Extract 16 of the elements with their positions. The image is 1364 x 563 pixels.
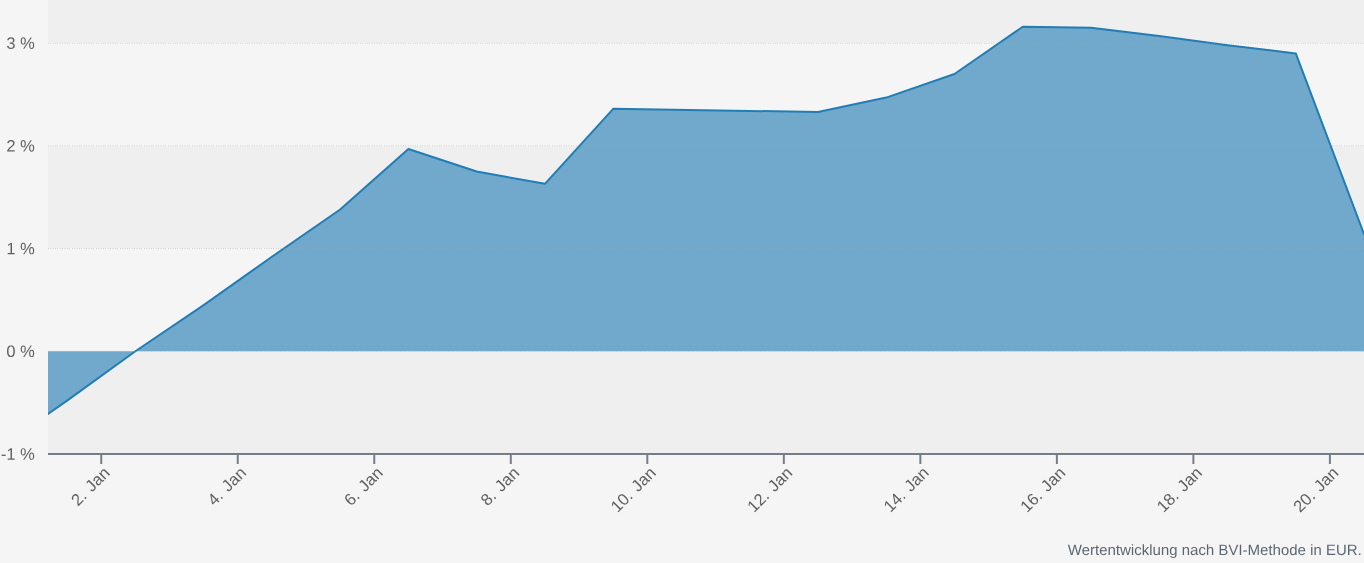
- x-tick-label: 6. Jan: [345, 469, 384, 505]
- y-tick-label: 2 %: [7, 140, 35, 152]
- x-tick-label: 14. Jan: [884, 469, 930, 513]
- x-tick-label: 10. Jan: [611, 469, 657, 513]
- x-tick-label: 4. Jan: [210, 469, 247, 505]
- y-tick-label: 1 %: [7, 242, 35, 255]
- x-tick-label: 18. Jan: [1157, 469, 1203, 513]
- x-tick-label: 12. Jan: [748, 469, 793, 513]
- text: Wertentwicklung nach BVI-Methode in EUR.: [1067, 544, 1361, 559]
- x-tick-label: 20. Jan: [1293, 469, 1339, 513]
- y-tick-label: 3 %: [7, 37, 35, 49]
- x-tick-label: 8. Jan: [481, 469, 520, 505]
- x-tick-label: 2. Jan: [71, 469, 111, 507]
- y-tick-label: 0 %: [7, 345, 35, 358]
- y-tick-label: -1 %: [1, 448, 35, 460]
- x-tick-label: 16. Jan: [1021, 469, 1066, 513]
